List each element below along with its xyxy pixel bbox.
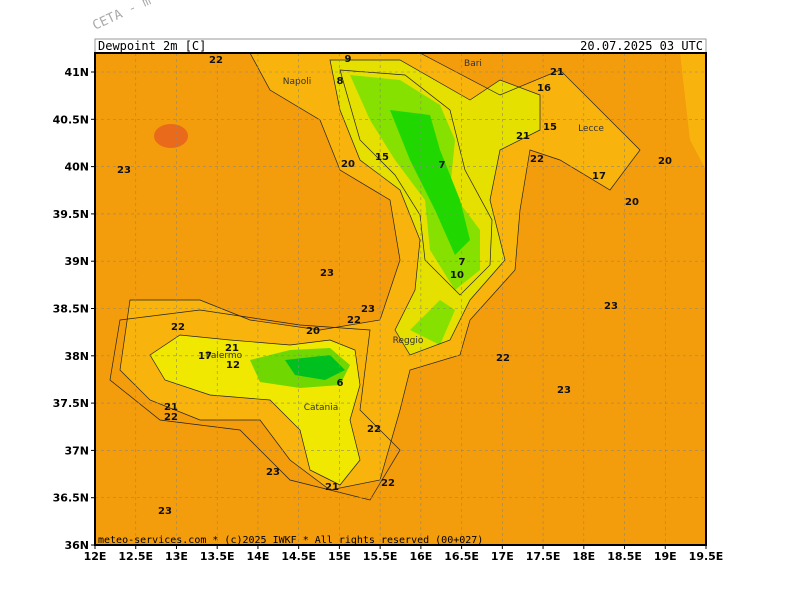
y-tick-label: 37N <box>64 444 89 457</box>
x-tick-label: 16.5E <box>444 550 479 563</box>
contour-label: 20 <box>341 159 355 170</box>
contour-label: 22 <box>496 353 510 364</box>
contour-label: 23 <box>320 268 334 279</box>
contour-label: 23 <box>158 506 172 517</box>
label-layer: NapoliBariLeccePalermoCataniaReggio23232… <box>117 54 672 517</box>
contour-label: 12 <box>226 360 240 371</box>
contour-label: 15 <box>543 122 557 133</box>
x-tick-label: 15.5E <box>363 550 398 563</box>
x-tick-label: 19E <box>654 550 677 563</box>
contour-label: 6 <box>337 378 344 389</box>
contour-label: 20 <box>306 326 320 337</box>
y-tick-label: 41N <box>64 66 89 79</box>
contour-label: 22 <box>367 424 381 435</box>
contour-lines <box>109 53 641 501</box>
field-zone <box>390 110 470 255</box>
x-tick-label: 17E <box>491 550 514 563</box>
contour-label: 22 <box>209 55 223 66</box>
place-name: Catania <box>304 403 339 413</box>
contour-label: 7 <box>459 257 466 268</box>
field-zone <box>285 355 345 380</box>
field-zone <box>680 53 706 170</box>
contour-label: 22 <box>347 315 361 326</box>
contour-label: 20 <box>658 156 672 167</box>
contour-label: 23 <box>557 385 571 396</box>
contour-label: 16 <box>537 83 551 94</box>
field-zone <box>410 300 455 345</box>
grid <box>95 53 706 545</box>
header-title: Dewpoint_2m [C] <box>98 39 206 53</box>
x-tick-label: 16E <box>409 550 432 563</box>
y-tick-label: 39.5N <box>53 208 89 221</box>
map-field <box>95 53 706 545</box>
contour-label: 23 <box>361 304 375 315</box>
contour-label: 17 <box>592 171 606 182</box>
tick-layer: 12E 12.5E 13E 13.5E 14E 14.5E 15E 15.5E 16E 16.5E… <box>53 66 724 563</box>
place-name: Napoli <box>283 77 311 87</box>
contour-label: 17 <box>198 351 212 362</box>
place-name: Reggio <box>393 336 424 346</box>
y-tick-label: 40N <box>64 161 89 174</box>
contour-label: 21 <box>225 343 239 354</box>
x-tick-label: 15E <box>328 550 351 563</box>
y-tick-label: 37.5N <box>53 397 89 410</box>
x-tick-label: 17.5E <box>526 550 561 563</box>
watermark: CETA - m <box>90 0 153 34</box>
x-tick-label: 14.5E <box>281 550 316 563</box>
contour-label: 22 <box>381 478 395 489</box>
x-tick-label: 12E <box>84 550 107 563</box>
field-patch <box>154 124 188 148</box>
y-tick-label: 36N <box>64 539 89 552</box>
contour-label: 21 <box>325 482 339 493</box>
x-tick-label: 12.5E <box>118 550 153 563</box>
y-tick-label: 38.5N <box>53 303 89 316</box>
x-tick-label: 18.5E <box>607 550 642 563</box>
x-tick-label: 14E <box>247 550 270 563</box>
x-tick-label: 13.5E <box>200 550 235 563</box>
contour-label: 15 <box>375 152 389 163</box>
contour-label: 21 <box>516 131 530 142</box>
contour-label: 9 <box>345 54 352 65</box>
y-tick-label: 36.5N <box>53 492 89 505</box>
contour-label: 8 <box>337 76 344 87</box>
x-tick-label: 19.5E <box>689 550 724 563</box>
x-tick-label: 18E <box>572 550 595 563</box>
header-timestamp: 20.07.2025 03 UTC <box>580 39 703 53</box>
contour-label: 22 <box>530 154 544 165</box>
contour-label: 23 <box>266 467 280 478</box>
footer: meteo-services.com * (c)2025 IWKF * All … <box>98 535 483 546</box>
place-name: Lecce <box>578 124 604 134</box>
y-tick-label: 40.5N <box>53 113 89 126</box>
contour-label: 7 <box>439 160 446 171</box>
place-name: Bari <box>464 59 482 69</box>
contour-label: 22 <box>171 322 185 333</box>
contour-label: 23 <box>117 165 131 176</box>
y-tick-label: 39N <box>64 255 89 268</box>
contour-label: 22 <box>164 412 178 423</box>
contour-label: 10 <box>450 270 464 281</box>
contour-label: 21 <box>550 67 564 78</box>
contour-label: 20 <box>625 197 639 208</box>
y-tick-label: 38N <box>64 350 89 363</box>
place-name: Palermo <box>206 351 243 361</box>
x-tick-label: 13E <box>165 550 188 563</box>
map-frame <box>94 52 707 546</box>
contour-label: 21 <box>164 402 178 413</box>
contour-label: 23 <box>604 301 618 312</box>
